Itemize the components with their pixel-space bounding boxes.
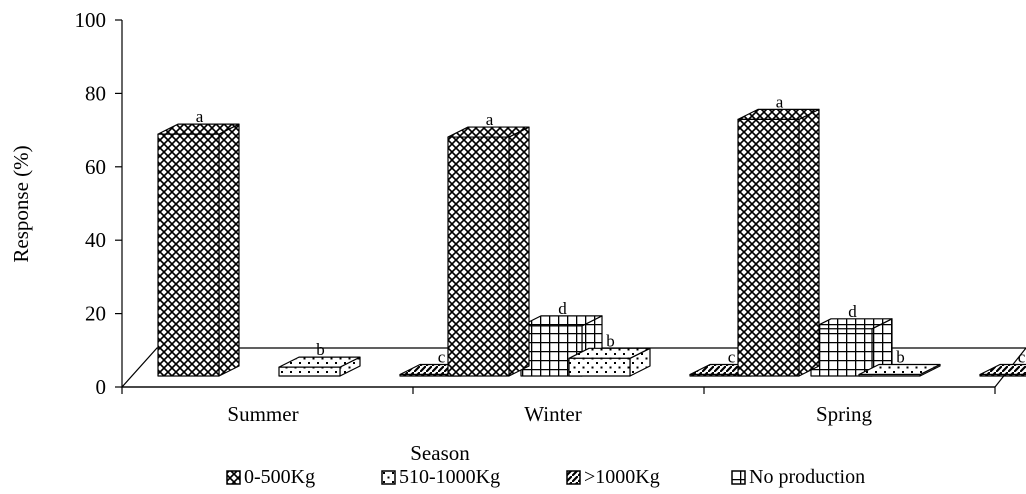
bar-summer-510-1000kg-front	[278, 366, 341, 377]
legend-item-over-1000kg: >1000Kg	[566, 465, 660, 489]
legend-swatch-grid-icon	[731, 469, 746, 485]
y-tick-label-60: 60	[85, 155, 106, 179]
legend-label: 0-500Kg	[244, 466, 316, 488]
y-tick-label-100: 100	[75, 8, 107, 32]
legend-label: 510-1000Kg	[399, 466, 501, 488]
bar-summer-0-500kg-front	[157, 133, 220, 377]
x-axis-ticks	[121, 387, 996, 394]
y-tick-label-40: 40	[85, 228, 106, 252]
y-tick-label-80: 80	[85, 81, 106, 105]
legend-label: No production	[749, 466, 866, 488]
x-axis-title: Season	[410, 441, 470, 465]
y-tick-label-20: 20	[85, 302, 106, 326]
bar-spring-1000kg-label: c	[1018, 348, 1026, 367]
x-tick-labels: Summer Winter Spring	[227, 402, 872, 426]
legend: 0-500Kg 510-1000Kg >1000Kg No production	[0, 465, 1026, 493]
legend-swatch-dots-icon	[381, 469, 396, 485]
bar-spring-510-1000kg-front	[858, 373, 921, 377]
x-tick-label-winter: Winter	[524, 402, 581, 426]
y-tick-labels: 0 20 40 60 80 100	[75, 8, 107, 399]
legend-swatch-diamond-icon	[226, 469, 241, 485]
bar-spring-0-500kg-label: a	[776, 92, 784, 111]
bar-winter-510-1000kg-front	[568, 357, 631, 377]
bar-winter-0-500kg-label: a	[486, 110, 494, 129]
x-tick-label-spring: Spring	[816, 402, 873, 426]
bar-summer-1000kg-label: c	[438, 348, 446, 367]
legend-item-510-1000kg: 510-1000Kg	[381, 465, 500, 489]
bar-winter-no-production-label: d	[848, 302, 857, 321]
legend-item-no-production: No production	[731, 465, 865, 489]
bar-spring-0-500kg-side	[798, 108, 820, 377]
y-tick-label-0: 0	[96, 375, 107, 399]
bar-summer-no-production-label: d	[558, 299, 567, 318]
bar-spring-510-1000kg-label: b	[896, 348, 905, 367]
bars-layer: abcdabcdabcd	[157, 92, 1026, 377]
bar-summer-510-1000kg-label: b	[316, 340, 325, 359]
bar-summer-0-500kg-side	[218, 123, 240, 377]
bar-winter-1000kg-label: c	[728, 348, 736, 367]
bar-winter-510-1000kg-label: b	[606, 331, 615, 350]
y-axis-title: Response (%)	[9, 145, 33, 262]
bar-spring-1000kg-front	[979, 373, 1026, 377]
bar-summer-0-500kg-label: a	[196, 107, 204, 126]
bar-spring-0-500kg-front	[737, 118, 800, 377]
bar-chart: 0 20 40 60 80 100 Summer Winter Spring S…	[9, 8, 1026, 465]
legend-swatch-diagonal-icon	[566, 469, 581, 485]
legend-item-0-500kg: 0-500Kg	[226, 465, 315, 489]
bar-winter-0-500kg-front	[447, 136, 510, 377]
bar-winter-no-production-front	[810, 328, 873, 377]
legend-label: >1000Kg	[584, 466, 660, 488]
bar-winter-0-500kg-side	[508, 126, 530, 377]
x-tick-label-summer: Summer	[227, 402, 298, 426]
y-axis-ticks	[115, 19, 122, 388]
